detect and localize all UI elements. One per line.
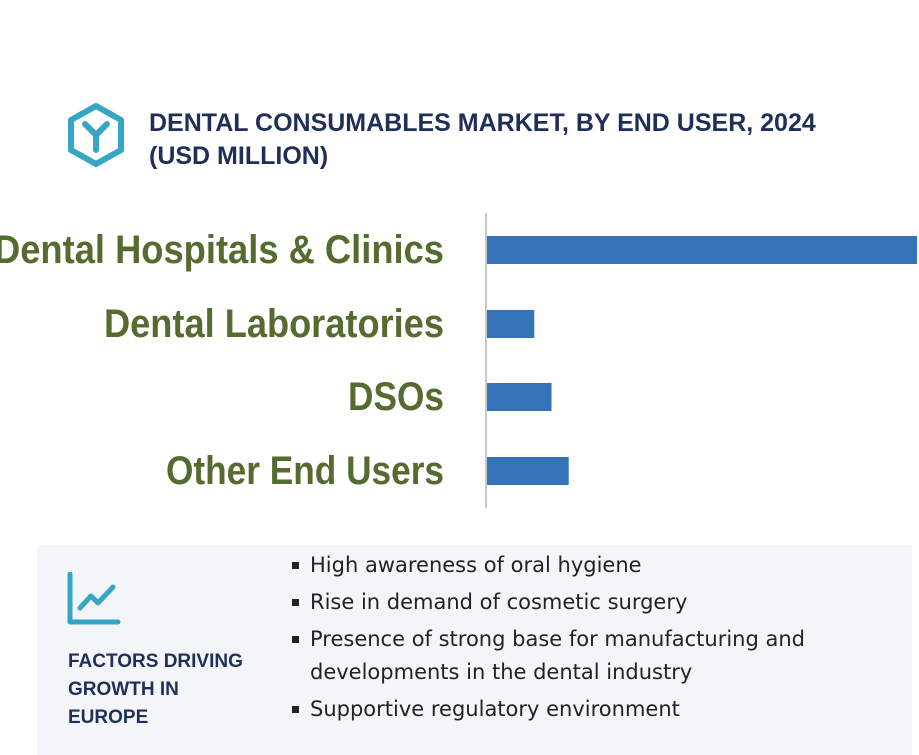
bar [487, 236, 917, 264]
factors-heading-line-1: FACTORS DRIVING [68, 651, 243, 672]
factors-heading-line-3: EUROPE [68, 707, 149, 728]
chart-title: DENTAL CONSUMABLES MARKET, BY END USER, … [149, 107, 889, 173]
factor-item: Rise in demand of cosmetic surgery [290, 586, 890, 619]
category-label: Dental Hospitals & Clinics [0, 228, 444, 272]
chart-title-line-2: (USD MILLION) [149, 142, 329, 170]
factors-heading-line-2: GROWTH IN [68, 679, 179, 700]
factors-list: High awareness of oral hygiene Rise in d… [290, 549, 890, 730]
bar-chart: Dental Hospitals & Clinics Dental Laborat… [0, 213, 917, 508]
factors-panel [37, 545, 912, 755]
bar [487, 457, 569, 485]
bar [487, 310, 535, 338]
category-label: Other End Users [166, 449, 444, 493]
factor-item: High awareness of oral hygiene [290, 549, 890, 582]
chart-title-line-1: DENTAL CONSUMABLES MARKET, BY END USER, … [149, 109, 816, 137]
factor-item: Supportive regulatory environment [290, 693, 890, 726]
category-label: DSOs [348, 375, 444, 419]
hexagon-y-logo-icon [68, 103, 124, 167]
factors-heading: FACTORS DRIVING GROWTH IN EUROPE [68, 648, 268, 732]
factor-item: Presence of strong base for manufacturin… [290, 623, 890, 689]
category-label: Dental Laboratories [104, 302, 444, 346]
trend-line-chart-icon [67, 572, 121, 625]
bar [487, 383, 552, 411]
